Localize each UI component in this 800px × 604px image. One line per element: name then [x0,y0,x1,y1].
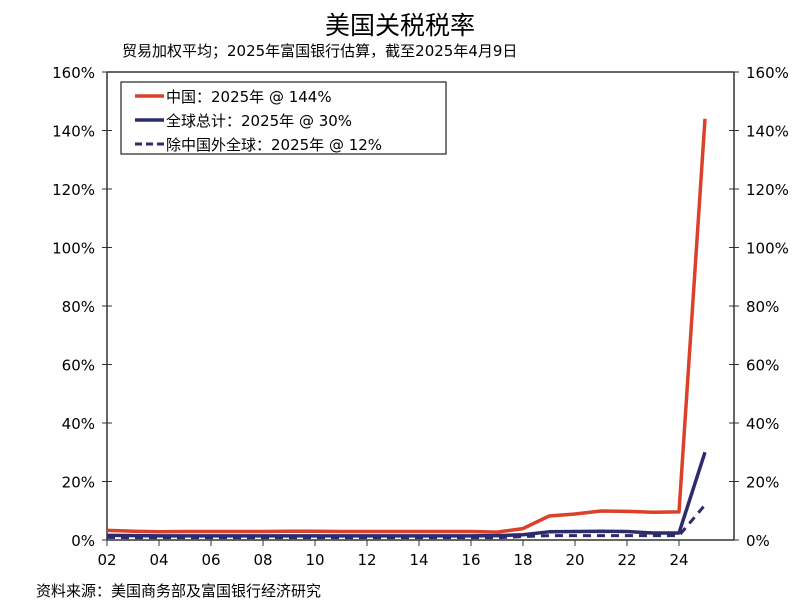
x-tick-label: 02 [97,551,116,569]
series-line-2 [106,503,707,540]
x-tick-label: 14 [409,551,428,569]
y-tick-label-right: 80% [746,298,779,316]
y-tick-label-right: 20% [746,474,779,492]
legend-box [120,81,447,155]
y-tick-label-right: 60% [746,357,779,375]
y-tick-label-left: 100% [52,240,95,258]
x-tick-label: 10 [305,551,324,569]
y-tick-label-left: 120% [52,181,95,199]
y-tick-label-left: 20% [62,474,95,492]
y-tick-label-left: 160% [52,64,95,82]
y-tick-label-right: 120% [746,181,789,199]
y-tick-label-right: 0% [746,532,770,550]
y-tick-label-right: 100% [746,240,789,258]
chart-title: 美国关税税率 [324,11,475,40]
x-tick-label: 04 [149,551,168,569]
legend-label-0: 中国：2025年 @ 144% [166,88,332,106]
y-tick-label-left: 60% [62,357,95,375]
x-tick-label: 06 [201,551,220,569]
x-tick-label: 16 [461,551,480,569]
x-tick-label: 20 [565,551,584,569]
legend-label-2: 除中国外全球：2025年 @ 12% [166,136,382,154]
legend-label-1: 全球总计：2025年 @ 30% [166,112,352,130]
y-tick-label-right: 160% [746,64,789,82]
x-tick-label: 18 [513,551,532,569]
x-tick-label: 12 [357,551,376,569]
y-tick-label-left: 0% [71,532,95,550]
y-tick-label-right: 40% [746,415,779,433]
x-tick-label: 22 [617,551,636,569]
series-line-0 [106,118,707,534]
series-line-1 [106,451,707,538]
x-tick-label: 24 [669,551,688,569]
source-note: 资料来源：美国商务部及富国银行经济研究 [36,582,322,600]
y-tick-label-left: 40% [62,415,95,433]
chart-subtitle: 贸易加权平均；2025年富国银行估算，截至2025年4月9日 [122,42,518,60]
y-tick-label-left: 140% [52,123,95,141]
y-tick-label-left: 80% [62,298,95,316]
y-tick-label-right: 140% [746,123,789,141]
x-tick-label: 08 [253,551,272,569]
